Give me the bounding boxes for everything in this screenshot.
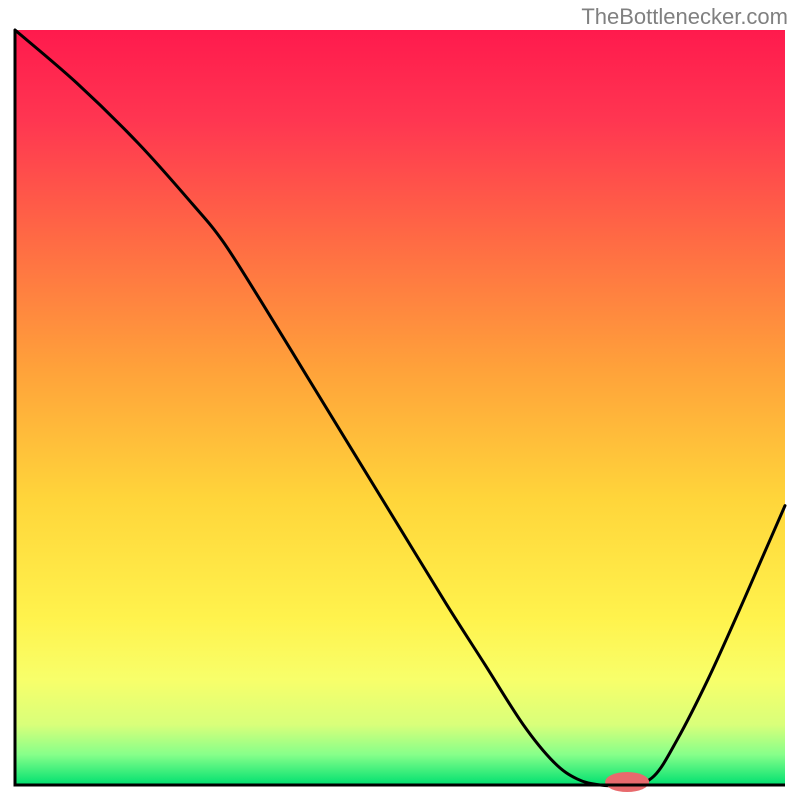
minimum-marker <box>605 772 649 792</box>
chart-container: TheBottlenecker.com <box>0 0 800 800</box>
plot-background <box>15 30 785 785</box>
plot-svg <box>0 0 800 800</box>
